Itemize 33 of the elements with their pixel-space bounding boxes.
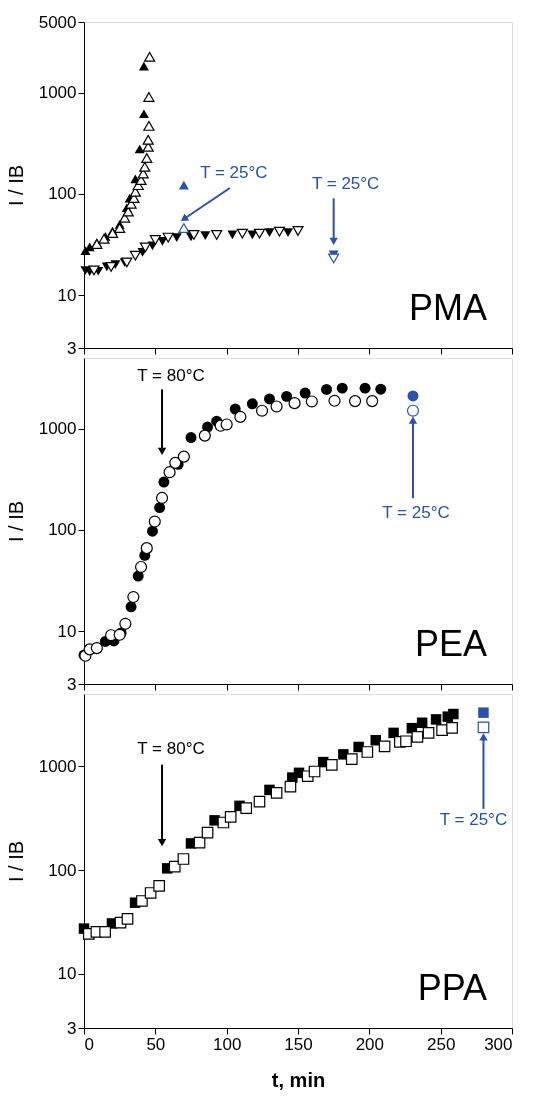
annotation: T = 25°C — [382, 503, 450, 523]
y-tick-label: 5000 — [38, 12, 77, 32]
text: PEA — [414, 623, 487, 664]
x-tick-label: 0 — [84, 1034, 94, 1054]
y-tick-label: 10 — [57, 285, 77, 305]
y-tick-label: 1000 — [38, 419, 77, 439]
annotation: T = 80°C — [137, 366, 205, 386]
y-axis-title: I / IB — [4, 500, 27, 543]
x-tick-label: 250 — [426, 1034, 456, 1054]
x-tick-label: 300 — [484, 1034, 513, 1054]
x-axis-title: t, min — [271, 1068, 326, 1091]
y-tick-label: 3 — [67, 674, 77, 694]
text: PPA — [417, 967, 487, 1008]
annotation: T = 80°C — [137, 738, 205, 758]
x-tick-label: 200 — [355, 1034, 385, 1054]
annotation: T = 25°C — [311, 174, 380, 194]
y-axis-title: I / IB — [4, 164, 27, 207]
y-tick-label: 1000 — [38, 83, 77, 103]
y-tick-label: 1000 — [38, 756, 77, 776]
annotation: T = 25°C — [439, 809, 508, 829]
annotation: T = 25°C — [200, 163, 268, 183]
text: PMA — [408, 287, 487, 328]
y-tick-label: 100 — [48, 860, 77, 880]
y-tick-label: 3 — [67, 338, 77, 358]
y-axis-title: I / IB — [4, 840, 27, 883]
x-tick-label: 50 — [146, 1034, 166, 1054]
y-tick-label: 10 — [57, 964, 77, 984]
y-tick-label: 100 — [48, 520, 77, 540]
x-tick-label: 150 — [284, 1034, 313, 1054]
x-tick-label: 100 — [212, 1034, 242, 1054]
y-tick-label: 10 — [57, 621, 77, 641]
y-tick-label: 3 — [67, 1018, 77, 1038]
y-tick-label: 100 — [48, 184, 77, 204]
